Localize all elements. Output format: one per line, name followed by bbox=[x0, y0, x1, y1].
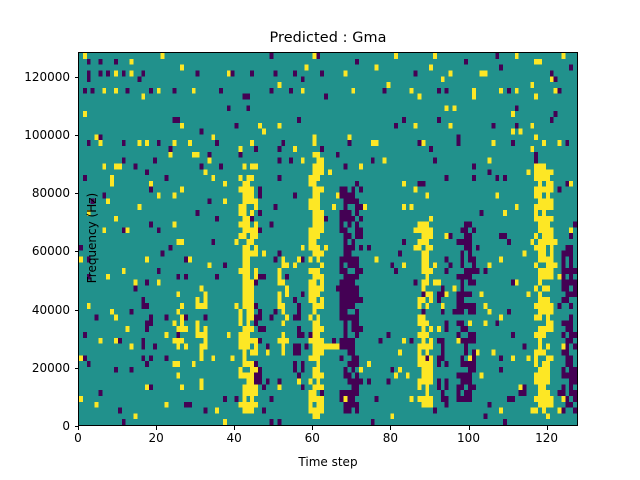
ytick-mark-0 bbox=[74, 426, 78, 427]
xtick-label-0: 0 bbox=[74, 431, 82, 445]
xtick-mark-80 bbox=[390, 426, 392, 430]
xtick-mark-120 bbox=[546, 426, 548, 430]
xtick-label-20: 20 bbox=[148, 431, 164, 445]
ytick-label-80000: 80000 bbox=[31, 186, 70, 201]
ytick-mark-40000 bbox=[74, 309, 78, 311]
chart-title: Predicted : Gma bbox=[269, 30, 387, 46]
ytick-label-40000: 40000 bbox=[31, 302, 70, 317]
xtick-mark-60 bbox=[312, 426, 314, 430]
ytick-label-120000: 120000 bbox=[24, 69, 70, 84]
y-axis-label: Frequency (Hz) bbox=[85, 192, 99, 284]
xtick-label-40: 40 bbox=[226, 431, 242, 445]
ytick-label-60000: 60000 bbox=[31, 244, 70, 259]
ytick-mark-60000 bbox=[74, 251, 78, 253]
xtick-label-80: 80 bbox=[382, 431, 399, 445]
x-axis-label: Time step bbox=[298, 455, 358, 469]
ytick-label-100000: 100000 bbox=[24, 127, 70, 142]
xtick-mark-0 bbox=[78, 426, 79, 430]
xtick-mark-100 bbox=[468, 426, 470, 430]
ytick-label-20000: 20000 bbox=[31, 360, 70, 375]
xtick-label-100: 100 bbox=[457, 431, 480, 445]
ytick-mark-120000 bbox=[74, 76, 78, 78]
xtick-label-120: 120 bbox=[535, 431, 559, 445]
heatmap-axes bbox=[78, 52, 578, 426]
ytick-label-0: 0 bbox=[62, 419, 70, 433]
xtick-label-60: 60 bbox=[304, 431, 320, 445]
ytick-mark-100000 bbox=[74, 134, 78, 136]
heatmap-image bbox=[79, 53, 577, 425]
xtick-mark-20 bbox=[156, 426, 158, 430]
xtick-mark-40 bbox=[234, 426, 236, 430]
ytick-mark-80000 bbox=[74, 193, 78, 195]
ytick-mark-20000 bbox=[74, 367, 78, 369]
